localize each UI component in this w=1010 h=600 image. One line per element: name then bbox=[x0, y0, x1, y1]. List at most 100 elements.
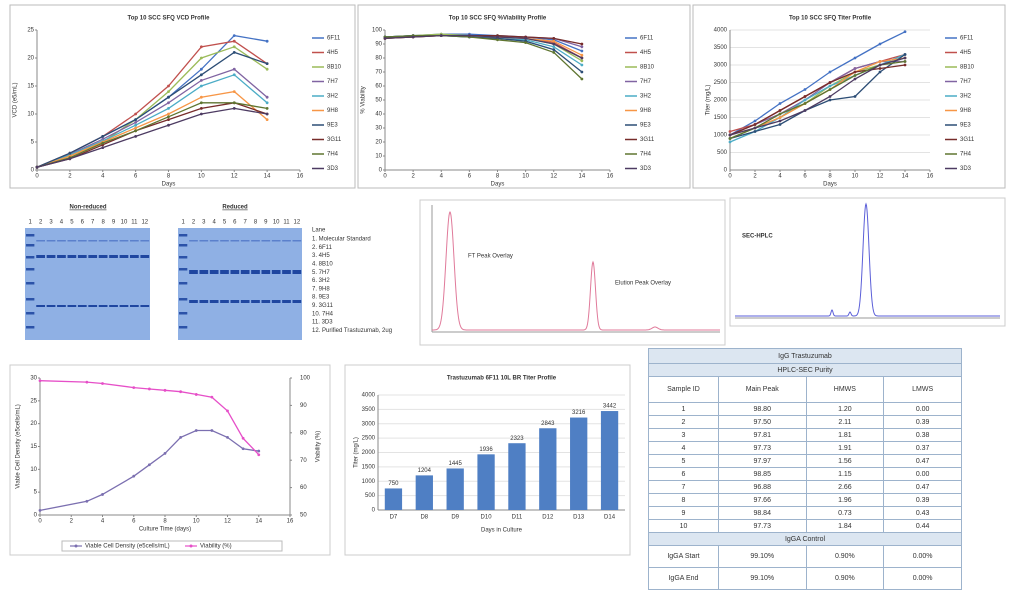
gel-band bbox=[240, 300, 250, 303]
gel-band bbox=[57, 240, 66, 242]
table-cell: IgG Trastuzumab bbox=[648, 348, 962, 364]
point-marker bbox=[383, 37, 387, 40]
point-marker bbox=[853, 70, 857, 74]
point-marker bbox=[241, 447, 245, 451]
point-marker bbox=[753, 123, 757, 126]
point-marker bbox=[68, 151, 72, 155]
y-axis-label: Viable Cell Density (e5cells/mL) bbox=[16, 404, 22, 489]
y-tick-label: 15 bbox=[27, 84, 34, 90]
gel-band bbox=[119, 305, 129, 307]
point-marker bbox=[147, 463, 151, 467]
point-marker bbox=[903, 56, 907, 60]
table-cell: 2.66 bbox=[805, 480, 885, 494]
y-tick-label: 1000 bbox=[714, 133, 728, 139]
legend-label: 3H2 bbox=[640, 94, 652, 100]
point-marker bbox=[232, 51, 236, 54]
legend-label: Viability (%) bbox=[200, 544, 232, 550]
y-tick-label: 25 bbox=[27, 28, 34, 34]
legend-label: 7H7 bbox=[960, 79, 972, 85]
gel-band bbox=[282, 300, 291, 303]
purity-table: IgG Trastuzumab HPLC-SEC Purity Sample ID M… bbox=[648, 348, 962, 590]
gel-band bbox=[199, 240, 209, 242]
x-tick-label: 6 bbox=[132, 519, 136, 525]
series-line bbox=[384, 34, 583, 59]
y-tick-label: 20 bbox=[27, 56, 34, 62]
point-marker bbox=[778, 119, 782, 123]
point-marker bbox=[828, 95, 832, 98]
table-cell: IgGA Control bbox=[648, 532, 962, 546]
gel-band bbox=[26, 256, 35, 259]
table-cell: 96.88 bbox=[717, 480, 807, 494]
point-marker bbox=[853, 67, 857, 70]
gel-band bbox=[261, 270, 271, 274]
x-tick-label: 12 bbox=[550, 174, 557, 180]
y-tick-label: 0 bbox=[724, 168, 728, 174]
legend-label: 7H4 bbox=[960, 152, 972, 158]
y-tick-label: 1500 bbox=[714, 115, 728, 121]
y-tick-label: 70 bbox=[375, 70, 382, 76]
point-marker bbox=[257, 453, 261, 457]
point-marker bbox=[232, 73, 236, 77]
point-marker bbox=[199, 101, 203, 105]
gel-band bbox=[261, 240, 271, 242]
y-tick-label: 60 bbox=[375, 84, 382, 90]
lane-number: 9 bbox=[112, 220, 116, 226]
gel-band bbox=[240, 270, 250, 274]
x-tick-label: 0 bbox=[35, 174, 39, 180]
point-marker bbox=[728, 133, 732, 137]
point-marker bbox=[753, 119, 757, 123]
gel-band bbox=[230, 270, 240, 274]
x-tick-label: 16 bbox=[927, 174, 934, 180]
table-cell: IgGA End bbox=[648, 567, 719, 590]
gel-band bbox=[26, 326, 35, 329]
gel-band bbox=[209, 240, 219, 242]
gel-legend-item: 4. 8B10 bbox=[312, 261, 333, 267]
table-row: 8 97.66 1.96 0.39 bbox=[648, 493, 962, 507]
table-cell: 4 bbox=[648, 441, 719, 455]
lane-number: 11 bbox=[131, 220, 138, 226]
x-tick-label: 4 bbox=[440, 174, 444, 180]
legend-label: 7H7 bbox=[640, 79, 652, 85]
y-tick-label: 10 bbox=[30, 467, 37, 473]
legend-label: 3D3 bbox=[327, 166, 339, 172]
gel-band bbox=[26, 282, 35, 285]
bar bbox=[539, 428, 557, 510]
gel-title: Non-reduced bbox=[69, 205, 106, 211]
x-tick-label: D11 bbox=[512, 515, 523, 521]
table-cell: 0.37 bbox=[883, 441, 962, 455]
gel-band bbox=[271, 240, 281, 242]
point-marker bbox=[134, 112, 138, 116]
gel-legend-item: 3. 4H5 bbox=[312, 253, 330, 259]
table-cell: 99.10% bbox=[717, 545, 807, 568]
point-marker bbox=[134, 129, 138, 133]
y-tick-label: 0 bbox=[31, 168, 35, 174]
y-tick-label: 3000 bbox=[362, 421, 376, 427]
y-tick-label: 1000 bbox=[362, 479, 376, 485]
point-marker bbox=[167, 95, 170, 99]
gel-band bbox=[179, 256, 188, 259]
point-marker bbox=[167, 118, 170, 121]
gel-band bbox=[67, 255, 77, 258]
table-cell: 1 bbox=[648, 402, 719, 416]
point-marker bbox=[199, 79, 203, 82]
table-cell: Main Peak bbox=[717, 376, 807, 403]
gel-image bbox=[178, 228, 302, 340]
gel-legend-item: 10. 7H4 bbox=[312, 311, 334, 317]
y-tick-label: 5 bbox=[34, 490, 38, 496]
x-tick-label: 2 bbox=[68, 174, 72, 180]
gel-legend-item: 8. 9E3 bbox=[312, 295, 330, 301]
lane-number: 10 bbox=[121, 220, 128, 226]
table-cell: 0.73 bbox=[805, 506, 885, 520]
point-marker bbox=[903, 60, 907, 63]
bar bbox=[446, 468, 464, 510]
point-marker bbox=[580, 45, 584, 49]
y-tick-label: 10 bbox=[27, 112, 34, 118]
table-cell: 0.39 bbox=[883, 415, 962, 429]
y-tick-label: 20 bbox=[30, 421, 37, 427]
sec-trace bbox=[735, 202, 1000, 317]
table-row: 3 97.81 1.81 0.38 bbox=[648, 428, 962, 442]
series-line bbox=[36, 68, 268, 168]
point-marker bbox=[580, 70, 584, 74]
table-cell: 97.81 bbox=[717, 428, 807, 442]
